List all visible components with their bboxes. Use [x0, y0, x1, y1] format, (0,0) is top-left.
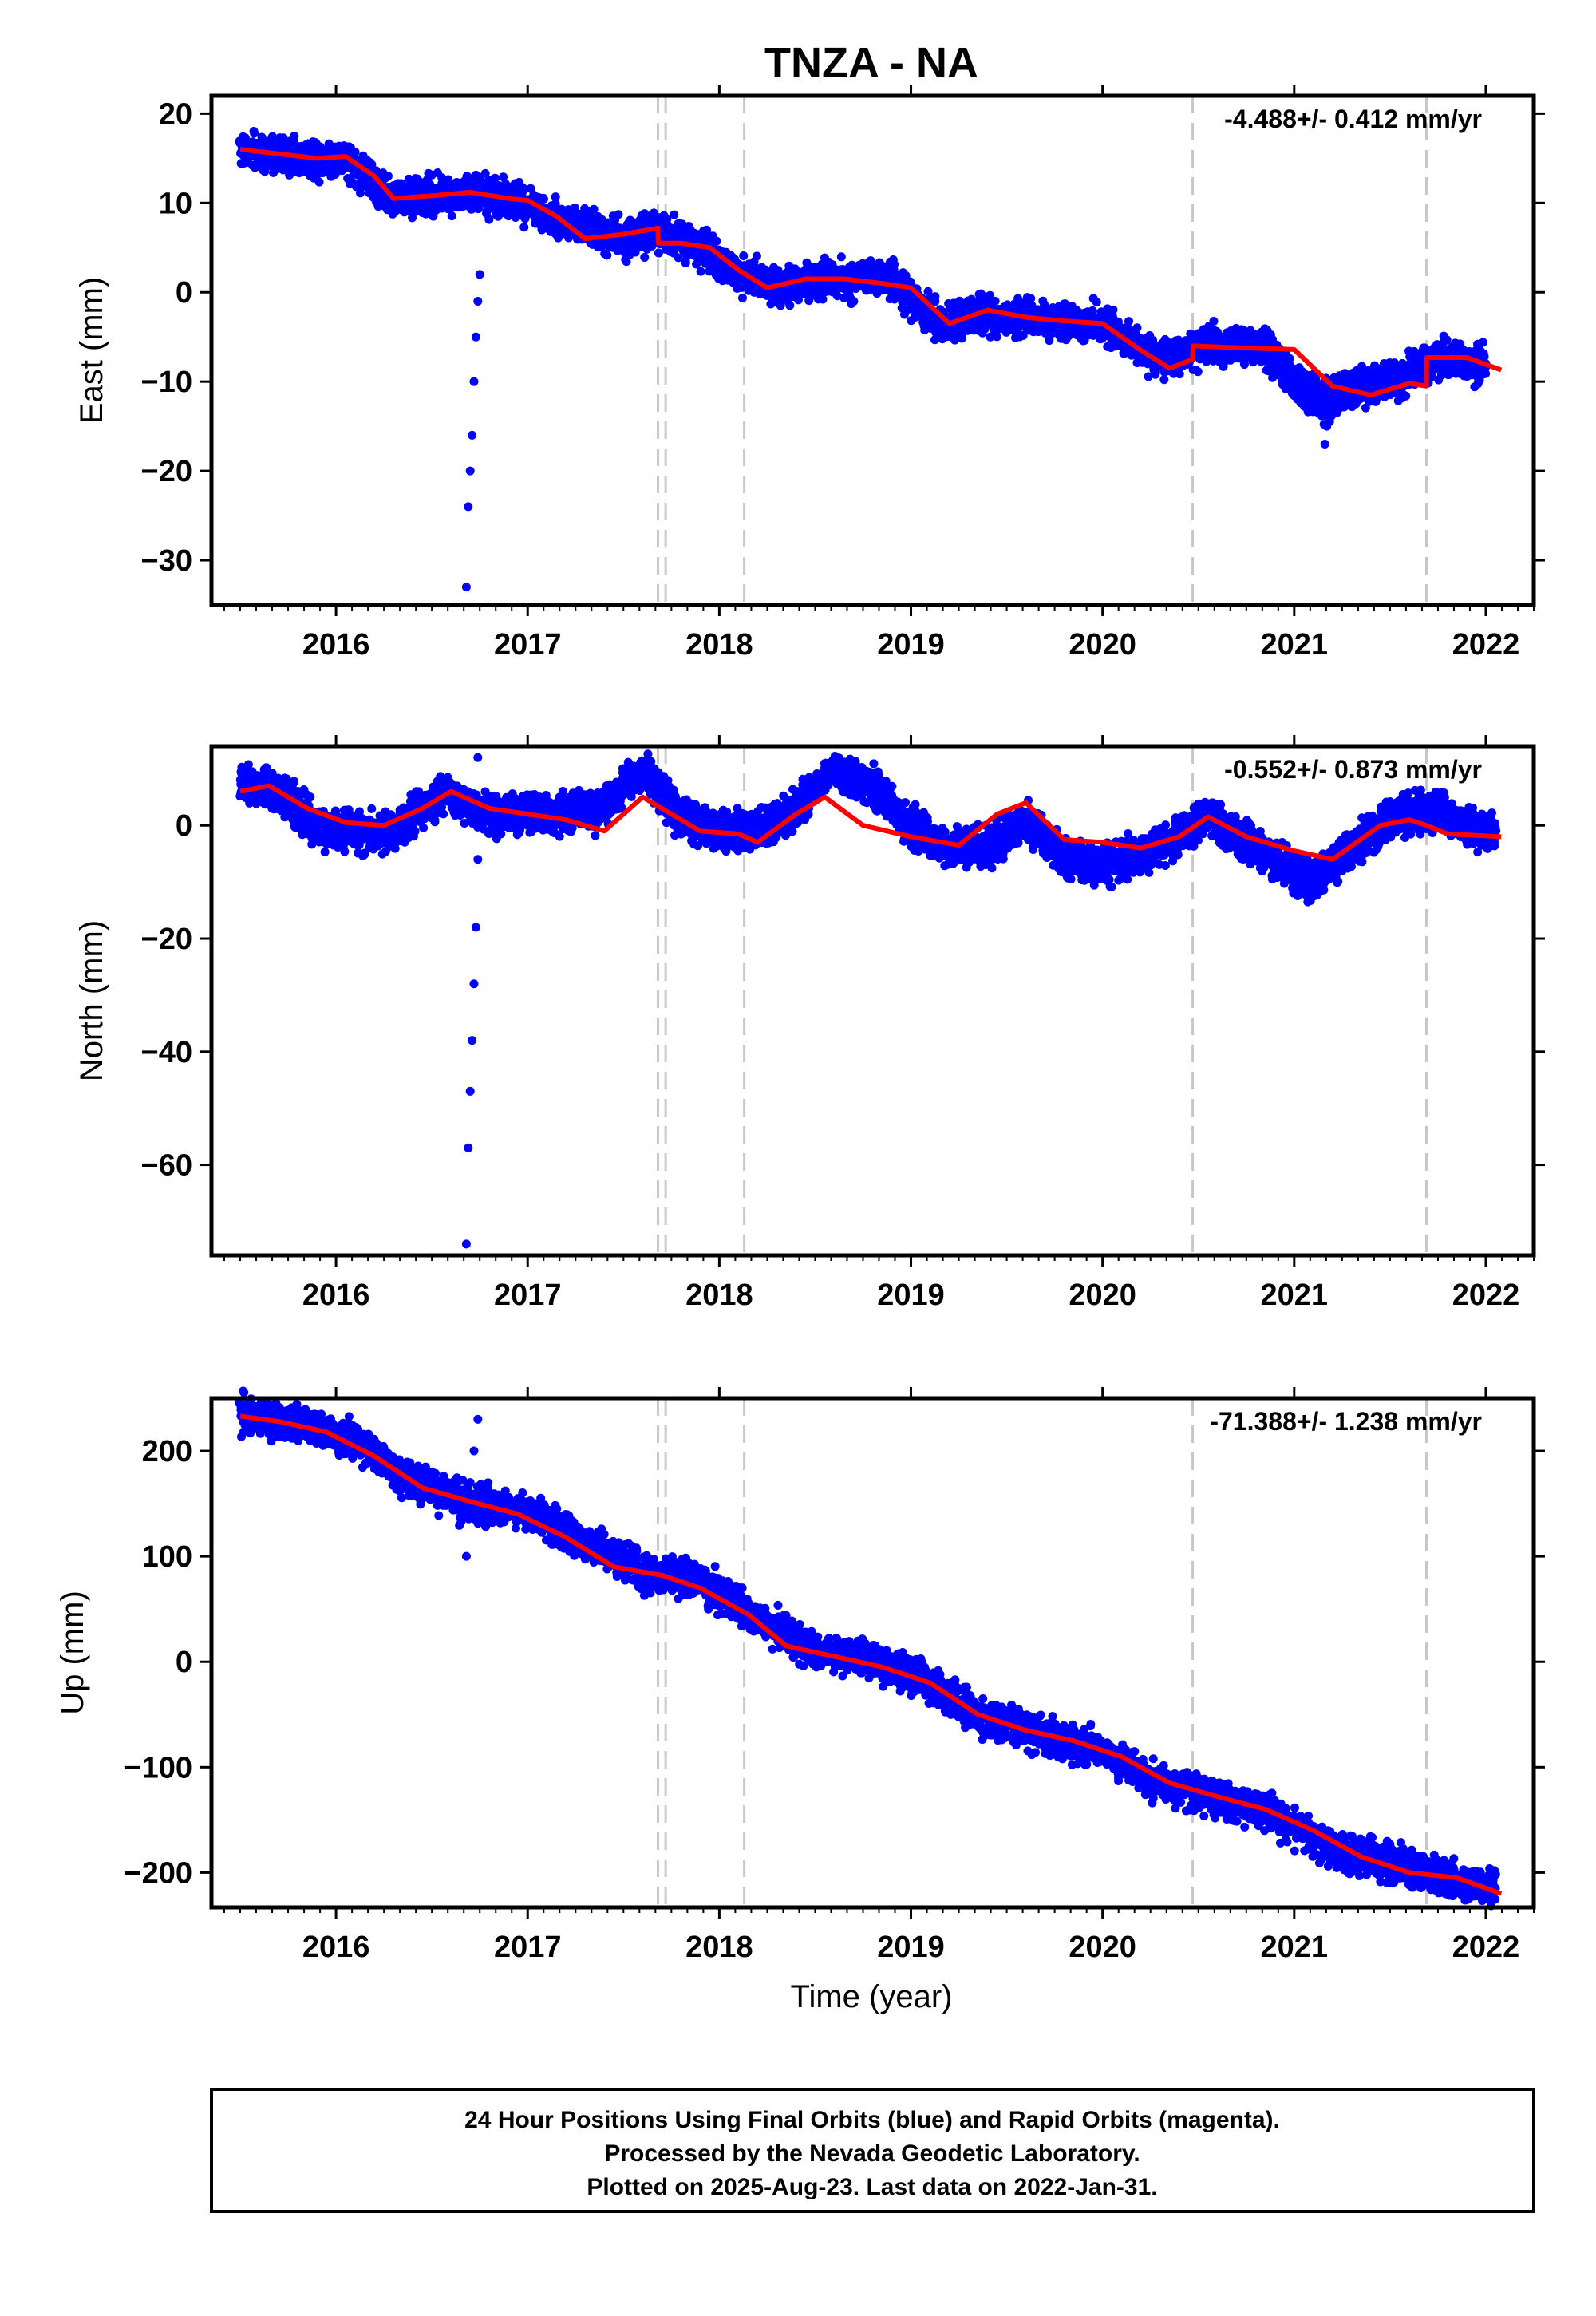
east-y-tick-label: 10	[159, 187, 192, 220]
east-x-tick-label: 2018	[685, 628, 753, 662]
east-point	[1209, 317, 1219, 326]
east-x-tick-label: 2021	[1261, 628, 1329, 662]
east-point	[356, 188, 365, 198]
east-point	[1124, 317, 1134, 326]
east-point	[539, 194, 548, 204]
east-outlier-point	[473, 296, 483, 306]
east-y-tick-label: −30	[141, 544, 192, 578]
east-point	[404, 174, 413, 184]
east-point	[1159, 375, 1169, 385]
east-point	[1092, 298, 1101, 307]
east-point	[712, 236, 721, 246]
east-point	[602, 251, 612, 260]
east-outlier-point	[461, 583, 471, 592]
east-frame	[209, 93, 1536, 607]
east-point	[737, 293, 747, 302]
east-point	[1479, 351, 1489, 361]
north-panel: 2016 2017 2018 2019 2020 2021 2022−60−40−200No…	[74, 735, 1545, 1312]
east-point	[1401, 391, 1411, 401]
east-outlier-point	[464, 502, 473, 512]
east-x-tick-label: 2017	[494, 628, 562, 662]
east-y-tick-label: 20	[159, 97, 192, 131]
east-point	[444, 175, 453, 184]
east-point	[1478, 338, 1487, 347]
east-point	[752, 251, 761, 261]
east-point	[1151, 370, 1160, 379]
east-x-tick-label: 2020	[1069, 628, 1136, 662]
east-y-tick-label: 0	[176, 276, 192, 310]
figure-title: TNZA - NA	[764, 39, 978, 87]
east-point	[923, 287, 933, 296]
east-y-tick-label: −20	[141, 455, 192, 488]
east-point	[1059, 299, 1069, 309]
east-point	[739, 251, 749, 260]
east-point	[670, 210, 679, 219]
east-x-tick-label: 2016	[302, 628, 370, 662]
east-point	[1175, 370, 1184, 379]
east-point	[836, 252, 846, 262]
east-outlier-point	[469, 377, 479, 386]
east-point	[484, 215, 494, 224]
east-point	[250, 128, 259, 138]
east-y-axis-label: East (mm)	[74, 277, 109, 424]
east-point	[640, 252, 650, 262]
east-outlier-point	[1320, 440, 1329, 449]
east-outlier-point	[1322, 421, 1332, 431]
east-panel: 2016 2017 2018 2019 2020 2021 2022 −30 −20 −10 0 10…	[74, 85, 1545, 662]
east-point	[383, 172, 393, 181]
east-point	[314, 177, 324, 187]
east-point	[785, 301, 795, 310]
east-point	[350, 148, 360, 157]
east-point	[518, 187, 527, 196]
east-point	[1108, 305, 1118, 314]
east-outlier-point	[475, 270, 484, 279]
east-point	[614, 210, 623, 219]
east-point	[447, 211, 456, 221]
east-point	[990, 296, 1000, 306]
east-point	[992, 332, 1001, 342]
east-x-tick-label: 2022	[1452, 628, 1520, 662]
east-outlier-point	[468, 430, 477, 440]
east-rate-label: -4.488+/- 0.412 mm/yr	[1224, 105, 1482, 133]
east-x-tick-label: 2019	[877, 628, 945, 662]
east-outlier-point	[471, 332, 480, 342]
east-point	[849, 297, 859, 306]
east-point	[1193, 367, 1203, 377]
east-point	[696, 267, 705, 276]
east-point	[1132, 323, 1142, 333]
east-outlier-point	[465, 466, 475, 476]
east-point	[519, 223, 529, 232]
east-point	[662, 215, 672, 224]
east-y-tick-label: −10	[141, 366, 192, 399]
